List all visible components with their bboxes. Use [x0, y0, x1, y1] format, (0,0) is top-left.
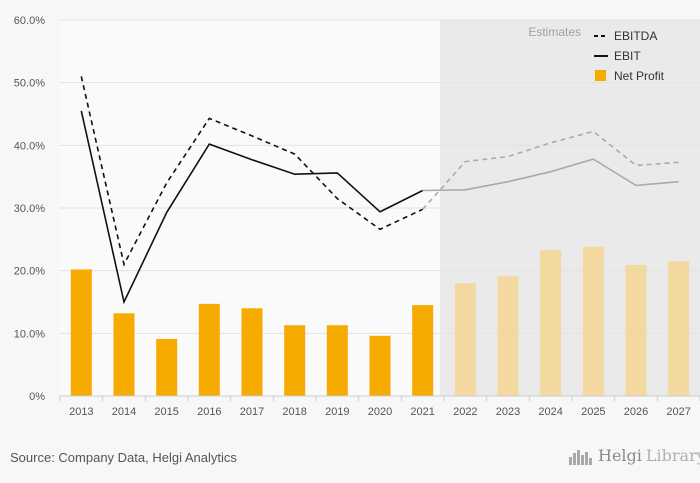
ebit-estimate-line [422, 158, 679, 192]
ebitda-estimate-line [422, 130, 679, 210]
x-tick-label: 2013 [69, 406, 93, 418]
x-tick-label: 2019 [325, 406, 349, 418]
legend-label: EBIT [614, 49, 641, 63]
net-profit-bar [540, 249, 562, 396]
x-tick-label: 2016 [197, 406, 221, 418]
gridlines [60, 19, 700, 334]
net-profit-bar [284, 325, 306, 396]
y-tick-label: 0% [29, 391, 45, 403]
net-profit-bar [326, 325, 348, 396]
net-profit-bar [625, 265, 647, 396]
x-tick-label: 2020 [368, 406, 392, 418]
net-profit-bar [198, 303, 220, 396]
ebitda-line [80, 76, 424, 267]
y-tick-label: 60.0% [14, 15, 45, 27]
legend: EBITDA EBIT Net Profit [594, 29, 665, 83]
net-profit-bar [156, 338, 178, 396]
net-profit-bar [241, 308, 263, 396]
source-note: Source: Company Data, Helgi Analytics [10, 450, 237, 465]
net-profit-bar [113, 313, 135, 396]
y-tick-label: 30.0% [14, 203, 45, 215]
x-tick-label: 2023 [496, 406, 520, 418]
net-profit-bar [70, 269, 92, 396]
net-profit-bars [70, 246, 690, 396]
axes: 0% 10.0% 20.0% 30.0% 40.0% 50.0% 60.0% 2013 2014… [14, 15, 700, 418]
net-profit-bar [369, 335, 391, 396]
brand-logo: Helgi Library [568, 446, 700, 465]
x-tick-label: 2026 [624, 406, 648, 418]
net-profit-bar [497, 276, 519, 396]
legend-swatch-net-profit [595, 70, 606, 81]
x-tick-label: 2022 [453, 406, 477, 418]
net-profit-bar [668, 261, 690, 396]
estimates-label: Estimates [528, 25, 581, 39]
series-lines [80, 76, 679, 305]
net-profit-bar [454, 283, 476, 396]
net-profit-bar [412, 305, 434, 396]
x-tick-label: 2015 [154, 406, 178, 418]
x-tick-label: 2025 [581, 406, 605, 418]
y-tick-label: 40.0% [14, 140, 45, 152]
brand-name-strong: Helgi [598, 446, 642, 465]
y-tick-label: 20.0% [14, 266, 45, 278]
ebit-line [80, 110, 424, 305]
brand-name-light: Library [645, 446, 700, 465]
x-tick-label: 2021 [410, 406, 434, 418]
x-tick-label: 2027 [666, 406, 690, 418]
y-tick-label: 10.0% [14, 328, 45, 340]
x-tick-label: 2017 [240, 406, 264, 418]
legend-label: Net Profit [614, 69, 665, 83]
net-profit-bar [582, 246, 604, 396]
y-tick-label: 50.0% [14, 78, 45, 90]
city-skyline-icon [569, 449, 592, 465]
x-tick-label: 2014 [112, 406, 136, 418]
x-tick-label: 2018 [282, 406, 306, 418]
legend-label: EBITDA [614, 29, 657, 43]
x-tick-label: 2024 [538, 406, 562, 418]
